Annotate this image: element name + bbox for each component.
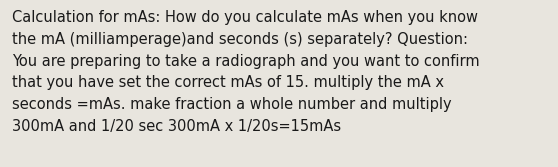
Text: 300mA and 1/20 sec 300mA x 1/20s=15mAs: 300mA and 1/20 sec 300mA x 1/20s=15mAs (12, 119, 341, 134)
Text: the mA (milliamperage)and seconds (s) separately? Question:: the mA (milliamperage)and seconds (s) se… (12, 32, 468, 47)
Text: seconds =mAs. make fraction a whole number and multiply: seconds =mAs. make fraction a whole numb… (12, 97, 451, 112)
Text: You are preparing to take a radiograph and you want to confirm: You are preparing to take a radiograph a… (12, 54, 480, 69)
Text: Calculation for mAs: How do you calculate mAs when you know: Calculation for mAs: How do you calculat… (12, 10, 478, 25)
Text: that you have set the correct mAs of 15. multiply the mA x: that you have set the correct mAs of 15.… (12, 75, 444, 90)
